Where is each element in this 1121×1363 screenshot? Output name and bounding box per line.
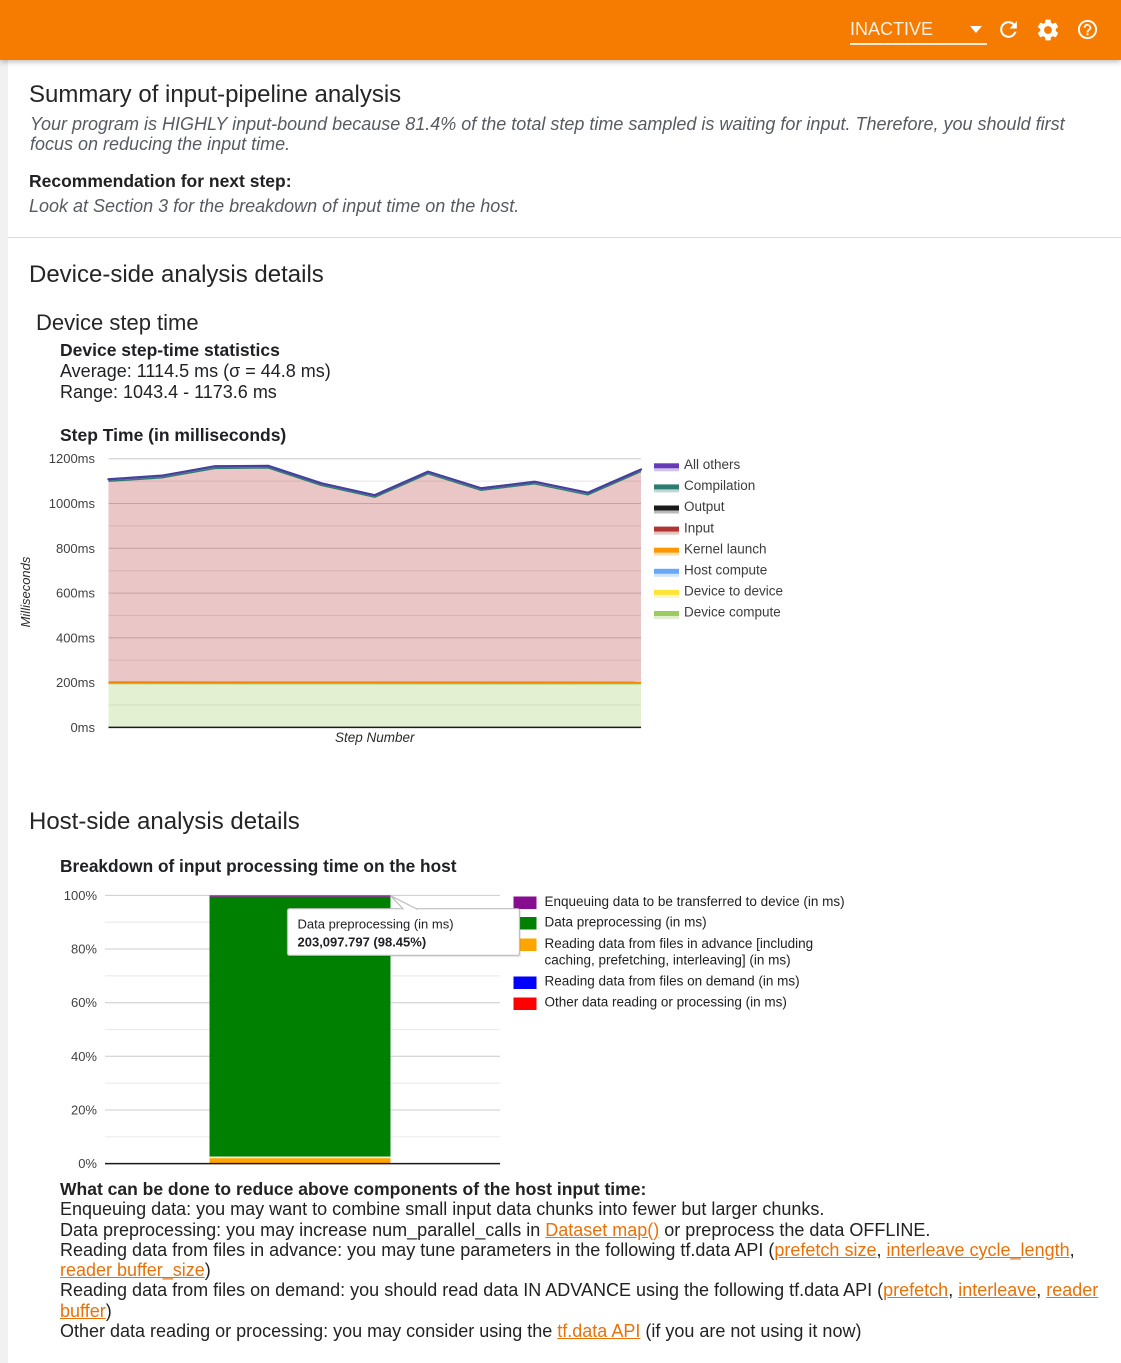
svg-text:40%: 40% xyxy=(71,1049,97,1064)
svg-text:Step Number: Step Number xyxy=(335,730,415,745)
svg-text:60%: 60% xyxy=(71,995,97,1010)
svg-text:0%: 0% xyxy=(78,1156,97,1171)
svg-text:Data preprocessing (in ms): Data preprocessing (in ms) xyxy=(545,915,707,930)
svg-text:Host compute: Host compute xyxy=(684,563,767,578)
svg-text:Milliseconds: Milliseconds xyxy=(18,556,33,627)
svg-text:1200ms: 1200ms xyxy=(49,451,96,466)
svg-text:Output: Output xyxy=(684,499,725,514)
svg-text:400ms: 400ms xyxy=(56,630,96,645)
svg-text:Device to device: Device to device xyxy=(684,584,783,599)
svg-text:Data preprocessing (in ms): Data preprocessing (in ms) xyxy=(298,917,454,932)
svg-text:Input: Input xyxy=(684,520,714,535)
svg-text:Reading data from files in adv: Reading data from files in advance [incl… xyxy=(545,936,814,951)
svg-text:Enqueuing data to be transferr: Enqueuing data to be transferred to devi… xyxy=(545,894,845,909)
svg-text:80%: 80% xyxy=(71,942,97,957)
svg-text:100%: 100% xyxy=(64,888,98,903)
svg-text:Kernel launch: Kernel launch xyxy=(684,541,767,556)
svg-text:Reading data from files on dem: Reading data from files on demand (in ms… xyxy=(545,974,800,989)
svg-text:All others: All others xyxy=(684,457,741,472)
svg-text:203,097.797 (98.45%): 203,097.797 (98.45%) xyxy=(298,935,427,950)
svg-text:caching, prefetching, interlea: caching, prefetching, interleaving] (in … xyxy=(545,953,791,968)
svg-text:Other data reading or processi: Other data reading or processing (in ms) xyxy=(545,995,787,1010)
svg-text:1000ms: 1000ms xyxy=(49,496,96,511)
svg-text:600ms: 600ms xyxy=(56,586,96,601)
svg-text:20%: 20% xyxy=(71,1103,97,1118)
svg-text:Compilation: Compilation xyxy=(684,478,755,493)
svg-text:200ms: 200ms xyxy=(56,675,96,690)
svg-text:0ms: 0ms xyxy=(70,720,95,735)
svg-text:800ms: 800ms xyxy=(56,541,96,556)
svg-text:Device compute: Device compute xyxy=(684,605,781,620)
